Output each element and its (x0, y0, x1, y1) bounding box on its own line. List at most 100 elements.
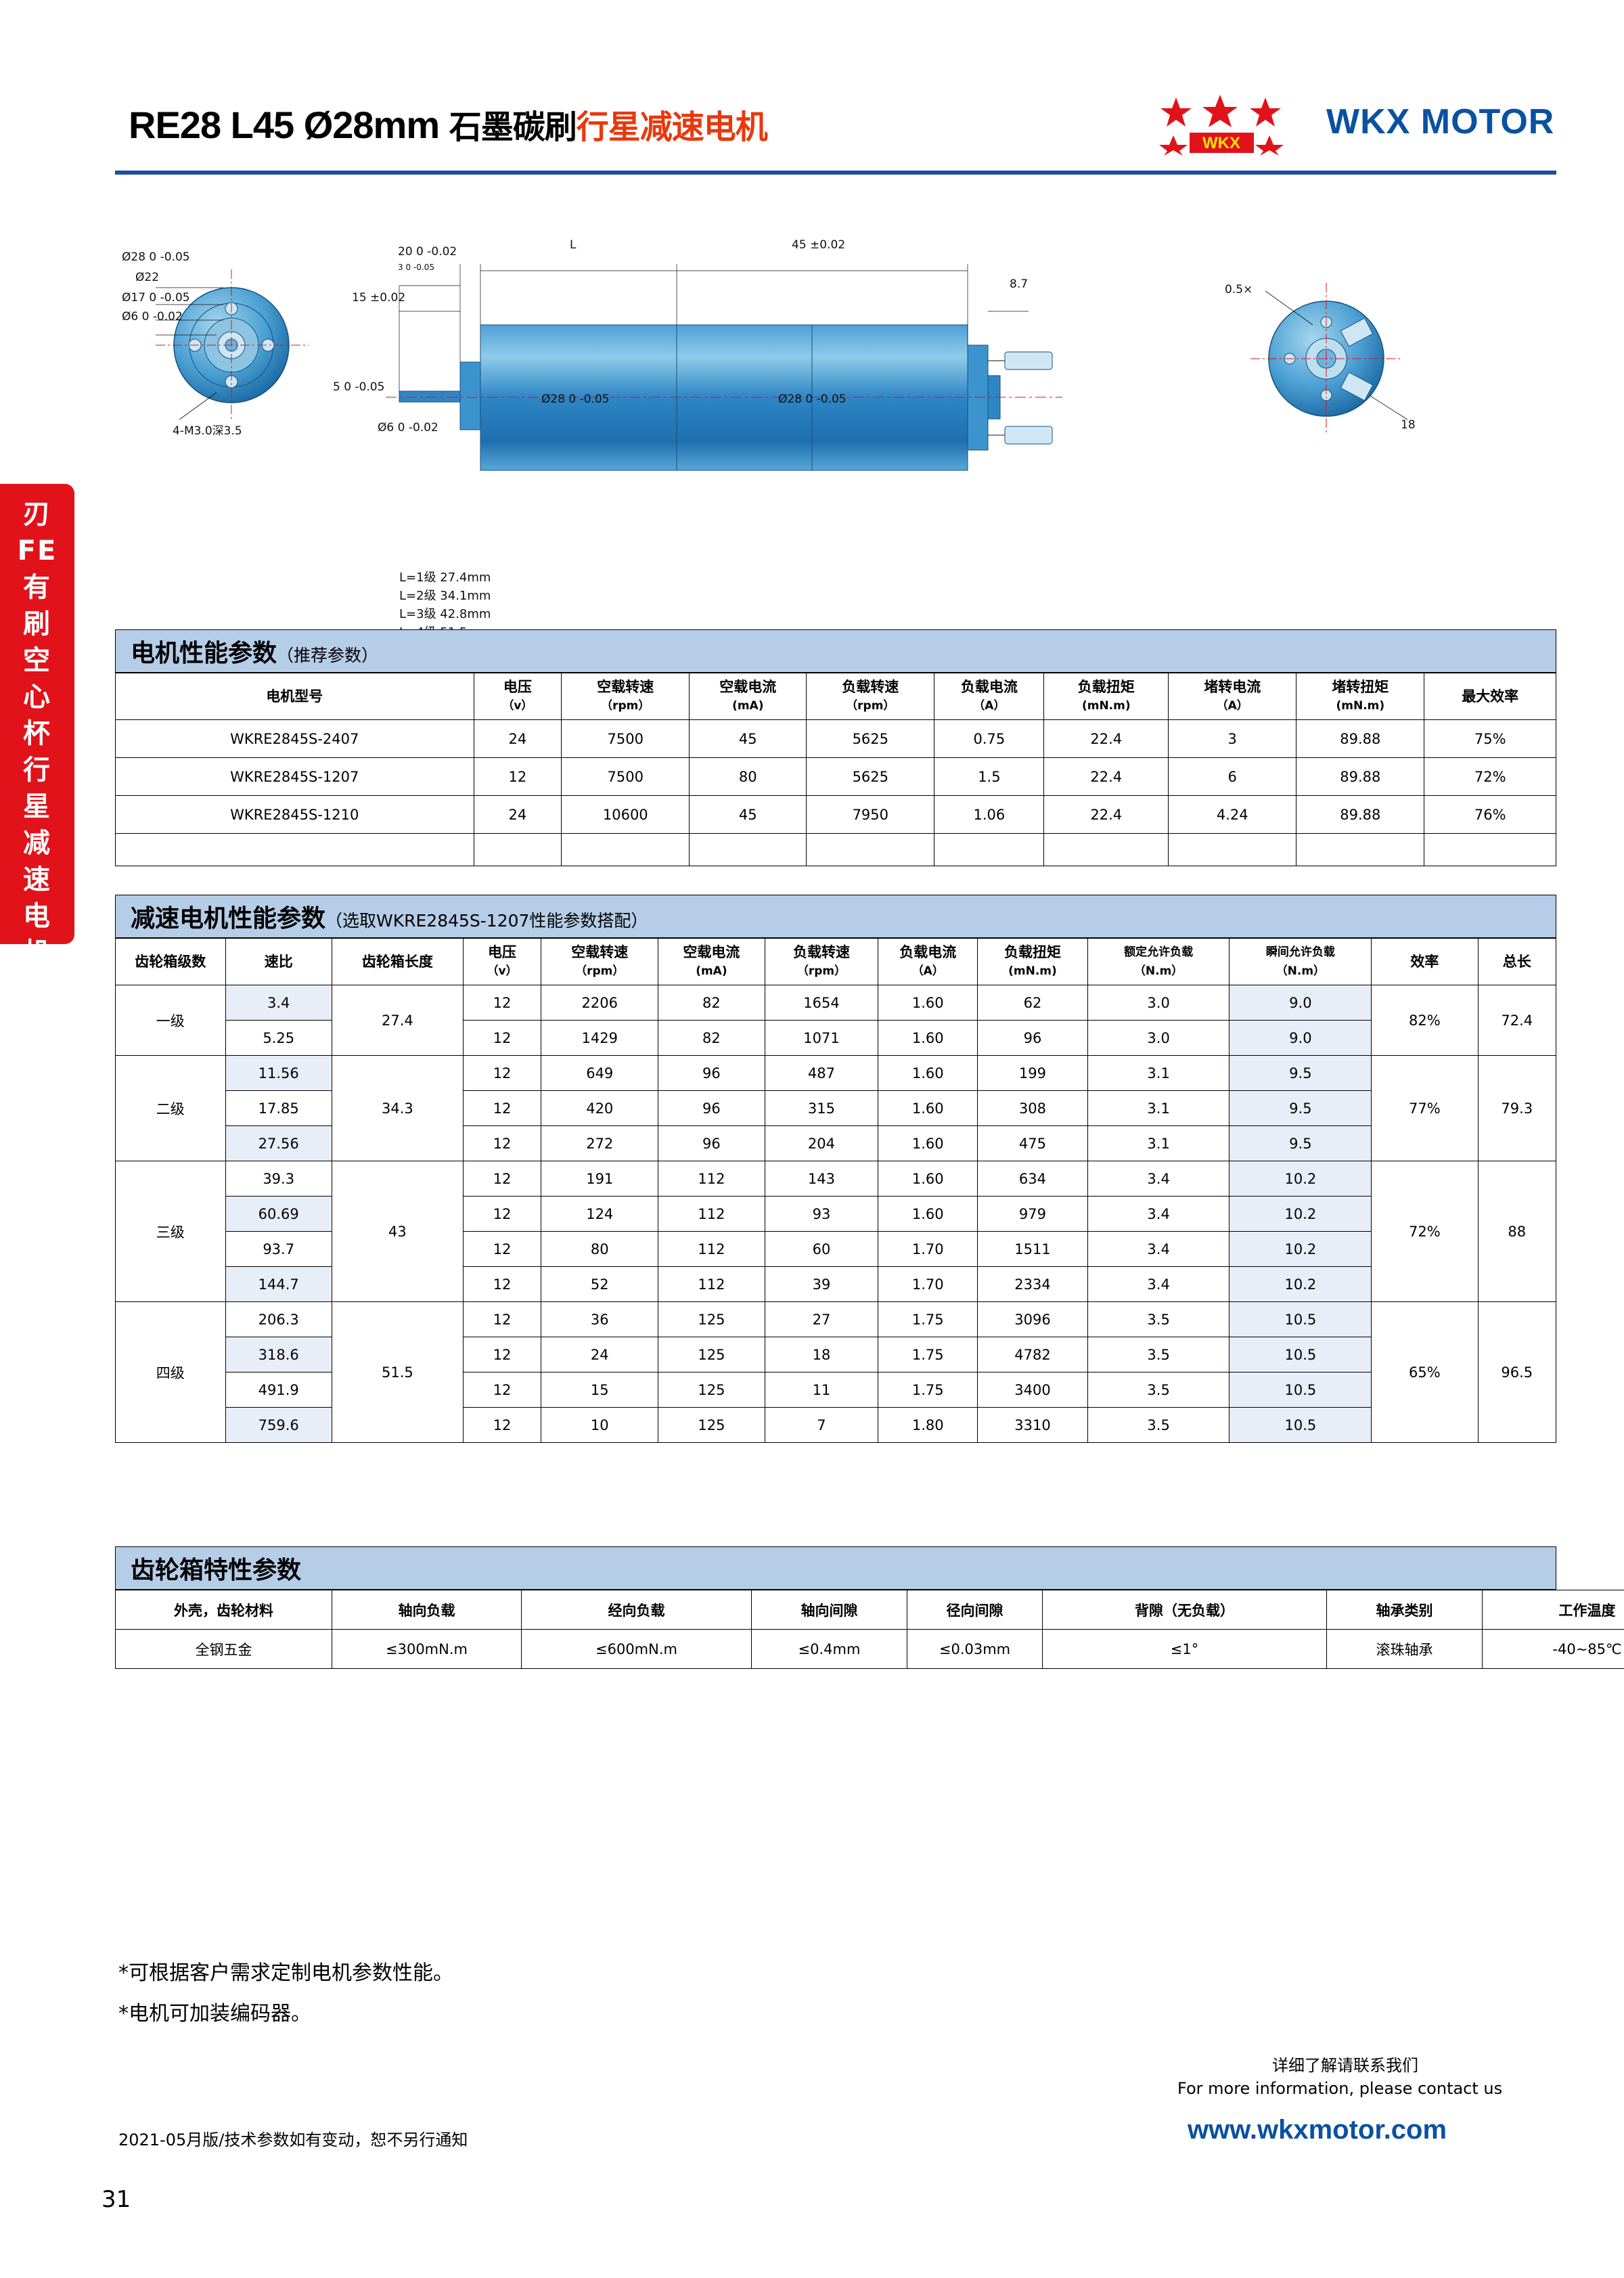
th-load-torque: 负载扭矩 (mN.m) (1043, 673, 1169, 720)
cell: 3.1 (1087, 1125, 1230, 1161)
th-stage: 齿轮箱级数 (115, 938, 226, 985)
dim-center-45: 45 ±0.02 (792, 238, 846, 252)
th-load-torque-main: 负载扭矩 (1077, 679, 1135, 695)
gearbox-spec-band: 齿轮箱特性参数 (115, 1546, 1556, 1590)
cell: 4.24 (1168, 795, 1297, 834)
cell: 5625 (806, 757, 935, 796)
th-ratio-main: 速比 (264, 954, 293, 970)
cell: 39.3 (225, 1161, 332, 1197)
cell: 12 (473, 757, 562, 796)
th-g-load-torque: 负载扭矩 (mN.m) (977, 938, 1088, 985)
th-stall-current-sub: （A） (1216, 699, 1248, 713)
th-g-load-torque-main: 负载扭矩 (1003, 944, 1061, 960)
cell: 52 (541, 1266, 659, 1302)
cell: ≤600mN.m (521, 1629, 752, 1669)
cell: 0.75 (934, 719, 1045, 758)
cell: ≤0.03mm (907, 1629, 1043, 1669)
cell: 10.2 (1229, 1266, 1372, 1302)
th-max-efficiency: 最大效率 (1424, 673, 1556, 720)
cell: 36 (541, 1301, 659, 1337)
cell-stage: 四级 (115, 1301, 226, 1443)
cell-stage: 二级 (115, 1055, 226, 1161)
th-efficiency: 效率 (1371, 938, 1479, 985)
title-cn-black: 石墨碳刷 (449, 108, 577, 146)
th-model: 电机型号 (115, 673, 474, 720)
cell: 60.69 (225, 1196, 332, 1232)
cell: 12 (462, 1161, 542, 1197)
dim-center-87: 8.7 (1010, 277, 1029, 291)
th-g-noload-current-sub: (mA) (696, 964, 727, 978)
gearbox-spec-section: 齿轮箱特性参数 外壳，齿轮材料 轴向负载 经向负载 轴向间隙 径向间隙 背隙（无… (115, 1546, 1624, 1669)
cell: 3.1 (1087, 1090, 1230, 1126)
table-row: WKRE2845S-1210 24 10600 45 7950 1.06 22.… (115, 795, 1556, 834)
cell: ≤1° (1042, 1629, 1327, 1669)
cell: 1654 (764, 985, 879, 1021)
cell: 125 (658, 1301, 765, 1337)
motor-performance-grid: 电机型号 电压 （v） 空载转速 （rpm） 空载电流 (mA) 负载转速 （rpm） … (115, 673, 1556, 866)
th-noload-current: 空载电流 (mA) (689, 673, 807, 720)
dim-right-18: 18 (1401, 418, 1416, 432)
th-voltage: 电压 （v） (473, 673, 562, 720)
cell: 1.5 (934, 757, 1045, 796)
dim-left-2: Ø22 (135, 271, 160, 284)
cell: WKRE2845S-2407 (115, 719, 474, 758)
th-load-current: 负载电流 （A） (934, 673, 1045, 720)
cell: 12 (462, 1301, 542, 1337)
page-number: 31 (102, 2186, 131, 2213)
cell (1168, 833, 1297, 866)
cell: 10.2 (1229, 1231, 1372, 1267)
cell: 7500 (561, 757, 690, 796)
th-peak-load-sub: （N.m） (1276, 964, 1326, 978)
cell (473, 833, 562, 866)
gearbox-spec-header-row: 外壳，齿轮材料 轴向负载 经向负载 轴向间隙 径向间隙 背隙（无负载） 轴承类别… (115, 1590, 1624, 1630)
th-backlash: 背隙（无负载） (1042, 1590, 1327, 1630)
cell (934, 833, 1045, 866)
th-peak-load-main: 瞬间允许负载 (1265, 945, 1335, 959)
cell: 125 (658, 1407, 765, 1443)
cell: -40~85℃ (1482, 1629, 1624, 1669)
th-load-speed-main: 负载转速 (842, 679, 899, 695)
th-g-noload-current-main: 空载电流 (683, 944, 740, 960)
table-row: 144.7 12 52 112 39 1.70 2334 3.4 10.2 (116, 1266, 1556, 1302)
cell: 12 (462, 1020, 542, 1056)
cell: 1.60 (878, 1055, 978, 1091)
cell-gearbox-length: 51.5 (331, 1301, 464, 1443)
th-noload-speed-main: 空载转速 (597, 679, 654, 695)
cell: 10600 (561, 795, 690, 834)
cell-efficiency: 65% (1371, 1301, 1479, 1443)
dim-center-d28a: Ø28 0 -0.05 (541, 393, 610, 406)
table-row: 一级 3.4 27.4 12 2206 82 1654 1.60 62 3.0 … (115, 985, 1557, 1056)
table-row: 60.69 12 124 112 93 1.60 979 3.4 10.2 (116, 1196, 1556, 1232)
cell: 17.85 (225, 1090, 332, 1126)
cell: 191 (541, 1161, 659, 1197)
cell: 12 (462, 1372, 542, 1408)
cell: 318.6 (225, 1337, 332, 1372)
footer-website-link[interactable]: www.wkxmotor.com (1188, 2115, 1447, 2145)
cell (1296, 833, 1425, 866)
th-voltage-sub: （v） (502, 699, 533, 713)
cell: 7950 (806, 795, 935, 834)
cell: 9.0 (1229, 985, 1372, 1021)
table-row: 759.6 12 10 125 7 1.80 3310 3.5 10.5 (116, 1407, 1556, 1443)
dim-left-3: Ø17 0 -0.05 (122, 291, 190, 305)
th-stall-torque-sub: (mN.m) (1336, 699, 1385, 713)
cell (115, 833, 474, 866)
cell: 12 (462, 1266, 542, 1302)
th-load-current-main: 负载电流 (960, 679, 1018, 695)
cell: 12 (462, 985, 542, 1021)
table-row: 5.25 12 1429 82 1071 1.60 96 3.0 9.0 (116, 1020, 1556, 1056)
page-header: RE28 L45 Ø28mm 石墨碳刷行星减速电机 WKX WKX MOTOR (115, 88, 1556, 169)
note-line-1: *可根据客户需求定制电机参数性能。 (118, 1961, 453, 1985)
cell: 96 (658, 1125, 765, 1161)
cell: 487 (764, 1055, 879, 1091)
cell: 979 (977, 1196, 1088, 1232)
footer-contact-en: For more information, please contact us (1177, 2079, 1503, 2098)
cell: 1071 (764, 1020, 879, 1056)
cell: 3.4 (1087, 1231, 1230, 1267)
cell: 125 (658, 1372, 765, 1408)
th-load-current-sub: （A） (973, 699, 1006, 713)
cell: 9.5 (1229, 1055, 1372, 1091)
cell: 89.88 (1296, 795, 1425, 834)
cell-total-length: 96.5 (1477, 1301, 1557, 1443)
cell: 24 (541, 1337, 659, 1372)
